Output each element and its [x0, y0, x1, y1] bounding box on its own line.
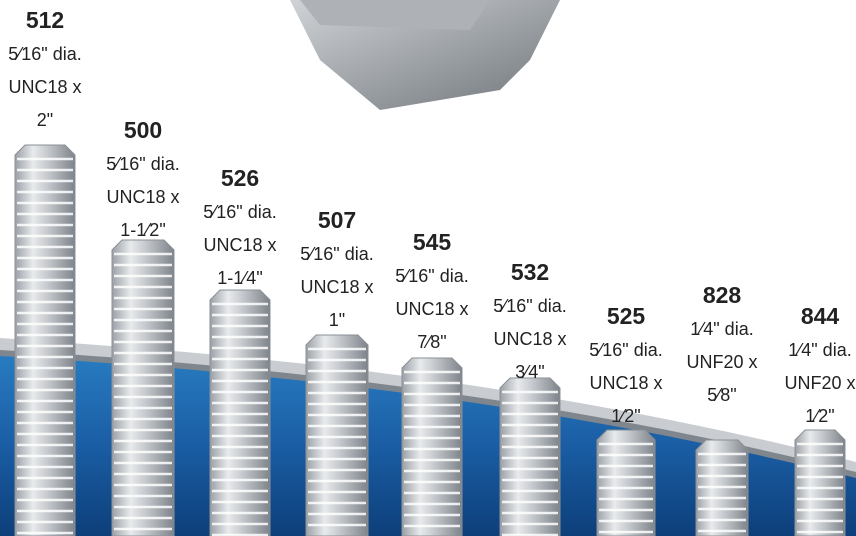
product-spec: 5⁄8"	[707, 385, 736, 405]
product-spec: 5⁄16" dia.	[8, 44, 81, 64]
product-spec: 7⁄8"	[417, 332, 446, 352]
product-code: 532	[511, 259, 549, 285]
product-code: 512	[26, 7, 64, 33]
product-spec: UNC18 x	[395, 299, 468, 319]
product-spec: 1-1⁄4"	[217, 268, 262, 288]
product-spec: 5⁄16" dia.	[493, 296, 566, 316]
product-spec: UNC18 x	[106, 187, 179, 207]
product-spec: 5⁄16" dia.	[395, 266, 468, 286]
product-spec: 1⁄4" dia.	[788, 340, 851, 360]
product-code: 545	[413, 229, 452, 255]
product-spec: 1"	[329, 310, 345, 330]
product-spec: 5⁄16" dia.	[300, 244, 373, 264]
product-spec: UNC18 x	[300, 277, 373, 297]
product-spec: 3⁄4"	[515, 362, 544, 382]
product-spec: 1-1⁄2"	[120, 220, 165, 240]
product-spec: 5⁄16" dia.	[106, 154, 179, 174]
product-illustration: 512 5⁄16" dia. UNC18 x 2" 500 5⁄16" dia. UNC18…	[0, 0, 856, 536]
threaded-stem	[306, 335, 368, 536]
product-spec: UNC18 x	[8, 77, 81, 97]
product-code: 526	[221, 165, 259, 191]
product-code: 507	[318, 207, 356, 233]
caster-top	[290, 0, 560, 110]
product-code: 500	[124, 117, 162, 143]
threaded-stem	[112, 240, 174, 536]
product-code: 525	[607, 303, 646, 329]
product-spec: UNF20 x	[686, 352, 757, 372]
product-spec: 5⁄16" dia.	[203, 202, 276, 222]
threaded-stem	[402, 358, 462, 536]
product-spec: 2"	[37, 110, 53, 130]
product-spec: 1⁄2"	[805, 406, 834, 426]
product-code: 844	[801, 303, 840, 329]
product-spec: UNF20 x	[784, 373, 855, 393]
product-spec: UNC18 x	[589, 373, 662, 393]
product-spec: 5⁄16" dia.	[589, 340, 662, 360]
product-spec: 1⁄2"	[611, 406, 640, 426]
product-spec: UNC18 x	[203, 235, 276, 255]
product-spec: UNC18 x	[493, 329, 566, 349]
product-code: 828	[703, 282, 742, 308]
product-spec: 1⁄4" dia.	[690, 319, 753, 339]
